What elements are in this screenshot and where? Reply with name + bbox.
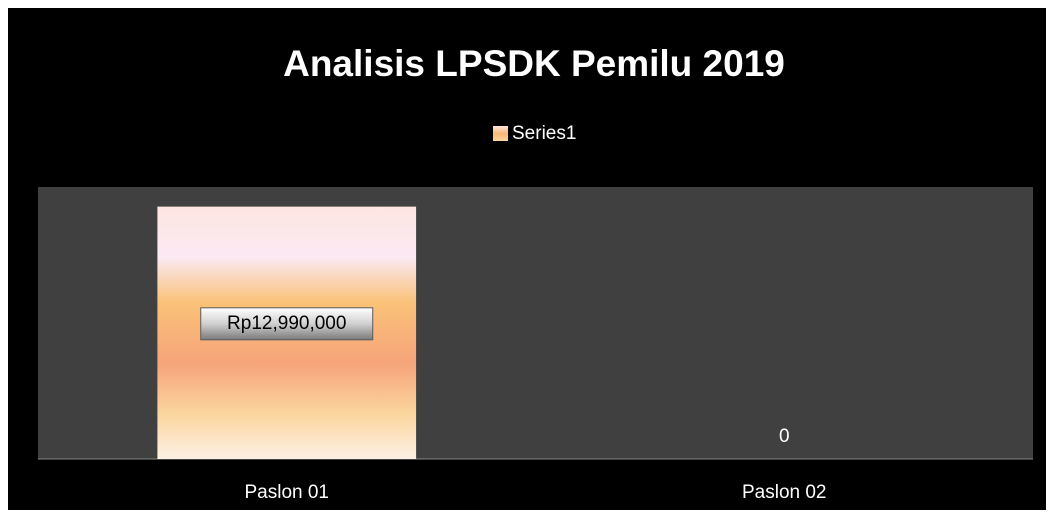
chart-title: Analisis LPSDK Pemilu 2019 xyxy=(283,43,785,84)
x-tick-label: Paslon 01 xyxy=(244,482,329,503)
value-label-box xyxy=(200,307,374,341)
legend-label: Series1 xyxy=(512,123,576,144)
value-label: Rp12,990,000 xyxy=(227,313,346,334)
value-label: 0 xyxy=(779,426,790,447)
x-tick-label: Paslon 02 xyxy=(742,482,827,503)
legend-swatch xyxy=(493,126,508,141)
